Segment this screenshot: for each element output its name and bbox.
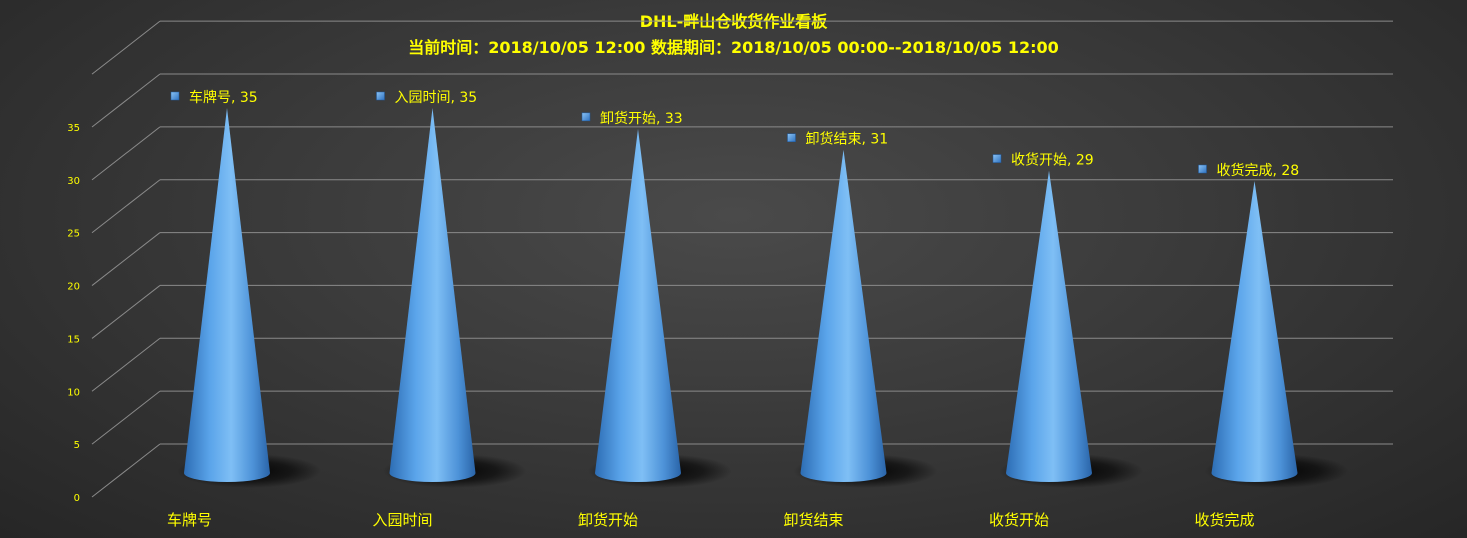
data-labels: 车牌号, 35 入园时间, 35 卸货开始, 33 卸货结束, 31 收货开始, 29 收… [170,89,1300,179]
x-tick-label: 卸货结束 [784,511,844,529]
x-tick-label: 车牌号 [167,511,212,529]
data-label-marker [787,133,796,142]
y-tick-label: 35 [67,123,80,134]
cones [184,108,1298,483]
y-axis-ticks: 0 5 10 15 20 25 30 35 [67,123,80,504]
gridline-side [91,73,161,128]
data-label: 收货完成, 28 [1217,162,1300,179]
cone-bar [1006,170,1092,483]
gridlines [91,20,1393,498]
gridline-side [91,179,161,234]
x-tick-label: 入园时间 [373,511,433,529]
data-label: 收货开始, 29 [1011,152,1094,169]
gridline-side [91,126,161,181]
data-label: 入园时间, 35 [395,90,478,106]
data-label-marker [581,112,591,122]
data-label: 卸货开始, 33 [600,110,683,127]
gridline-side [91,285,161,339]
y-tick-label: 0 [74,493,80,504]
data-label-marker [992,154,1002,163]
gridline-side [91,20,161,75]
y-tick-label: 15 [67,334,80,345]
cone-shadows [177,454,1349,488]
x-tick-label: 收货完成 [1195,511,1255,529]
x-tick-label: 收货开始 [989,511,1049,529]
y-tick-label: 5 [74,440,80,451]
cone-bar [800,149,887,482]
gridline-side [91,337,161,392]
y-tick-label: 25 [67,229,80,240]
x-tick-label: 卸货开始 [578,511,638,529]
gridline-side [91,232,161,286]
y-tick-label: 10 [67,387,80,398]
cone-bar [184,108,270,482]
cone-bar [389,108,476,482]
data-label: 车牌号, 35 [189,89,258,106]
data-label-marker [170,91,180,101]
y-tick-label: 20 [67,282,80,293]
chart-subtitle: 当前时间：2018/10/05 12:00 数据期间：2018/10/05 00… [408,38,1059,57]
cone-bar [1211,181,1298,482]
data-label-marker [376,91,385,101]
y-tick-label: 30 [67,176,80,187]
x-axis-ticks: 车牌号 入园时间 卸货开始 卸货结束 收货开始 收货完成 [167,511,1255,529]
gridline-side [91,443,161,498]
data-label-marker [1198,164,1207,174]
gridline-side [91,390,161,445]
data-label: 卸货结束, 31 [806,131,889,148]
cone-bar [595,128,681,482]
